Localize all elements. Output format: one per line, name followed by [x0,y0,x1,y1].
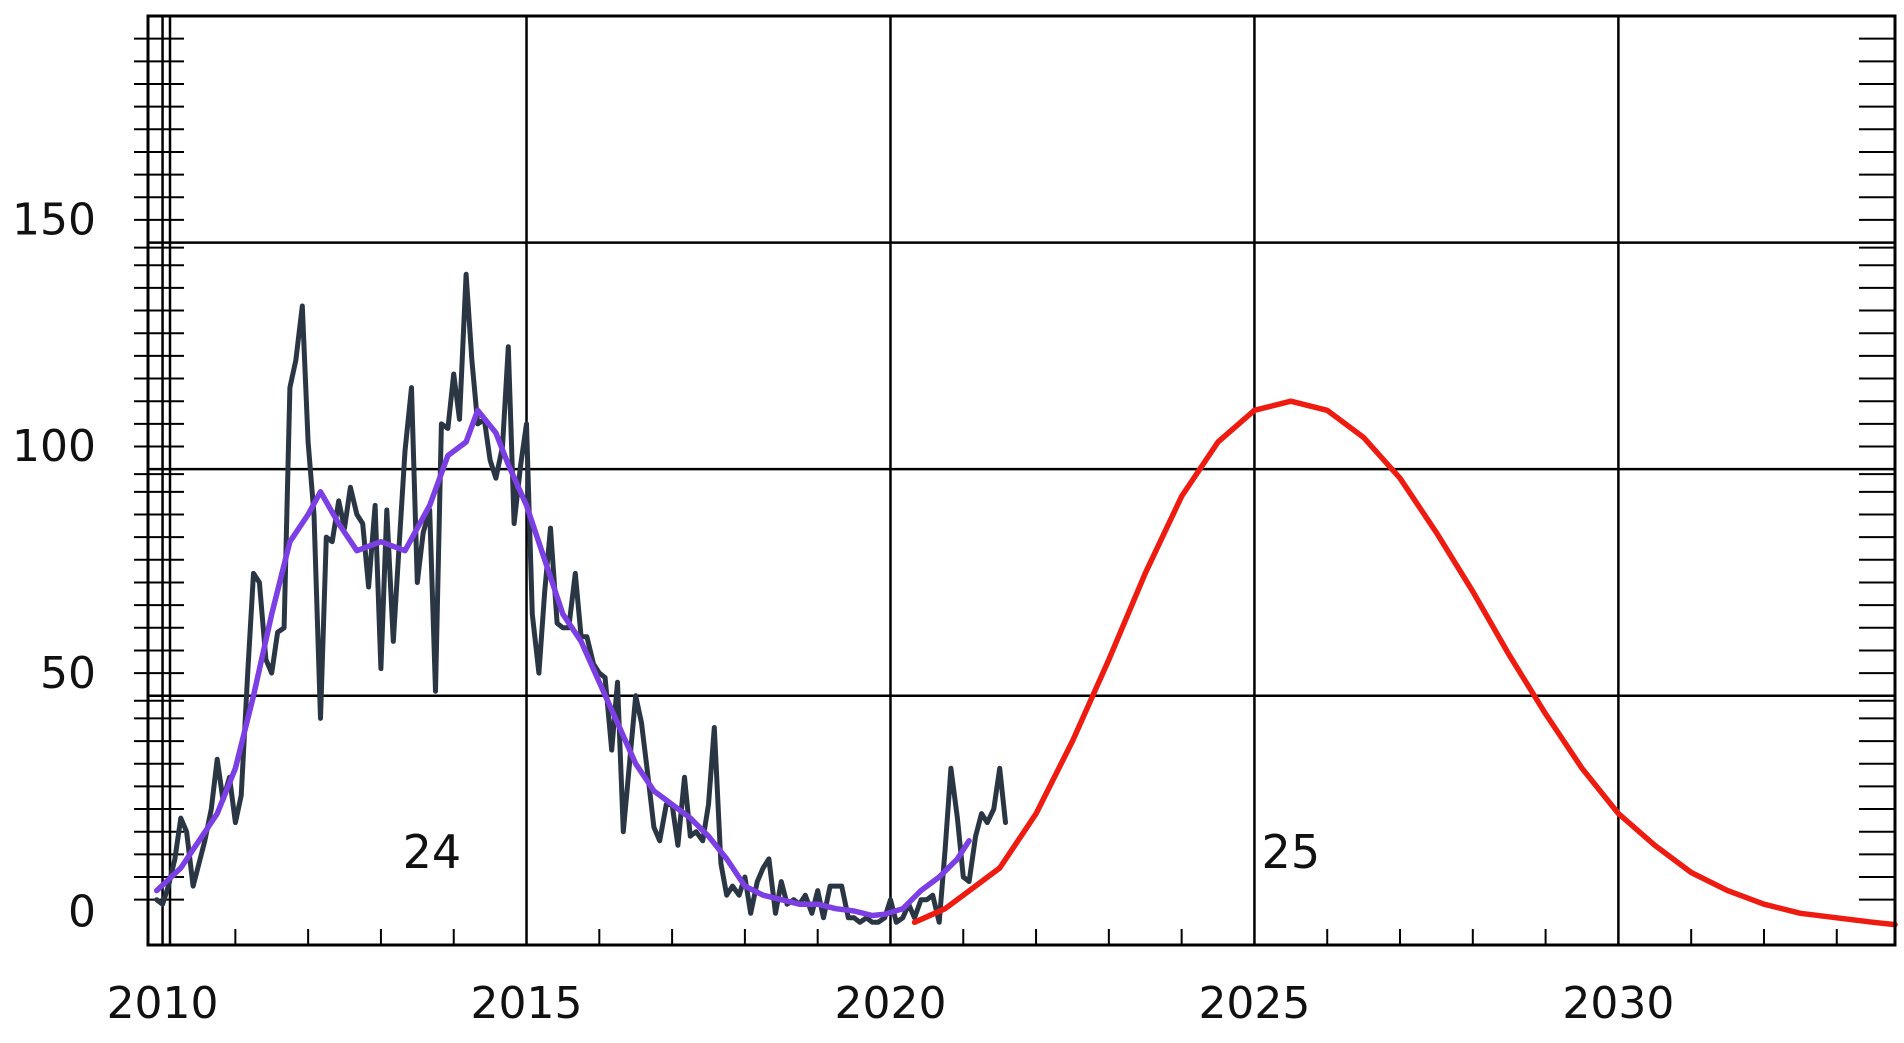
x-tick-label: 2020 [834,978,946,1029]
series-line-predicted [911,398,1898,928]
x-tick-label: 2010 [107,978,219,1029]
series-layer [153,271,1898,928]
grid-layer [148,16,1895,945]
series-line-monthly [154,271,1008,925]
series-line-smoothed [153,407,972,919]
x-tick-label: 2025 [1198,978,1310,1029]
cycle-annotation: 24 [403,825,462,879]
y-tick-label: 50 [40,648,96,699]
plot-frame [146,14,1897,947]
label-layer: 2010 2015 2020 2025 2030 0 50 100 150 24 25 [12,195,1674,1029]
cycle-annotation: 25 [1262,825,1321,879]
y-tick-label: 0 [68,886,96,937]
x-tick-label: 2030 [1562,978,1674,1029]
x-tick-label: 2015 [471,978,583,1029]
y-tick-label: 100 [12,421,96,472]
y-tick-label: 150 [12,195,96,246]
minor-tick-layer [134,16,1895,945]
